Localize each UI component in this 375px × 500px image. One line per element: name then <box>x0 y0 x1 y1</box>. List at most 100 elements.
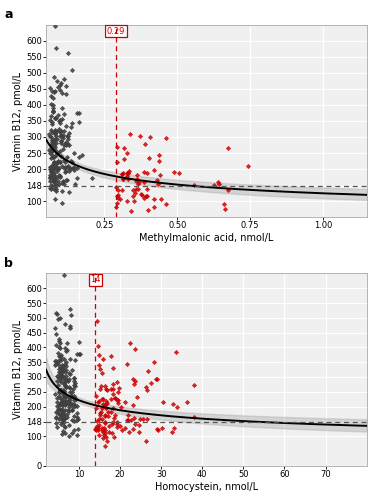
Text: 0.29: 0.29 <box>107 27 125 36</box>
Point <box>100 434 106 442</box>
Point <box>57 158 63 166</box>
Point <box>49 147 55 155</box>
Point <box>135 180 141 188</box>
Point <box>131 414 137 422</box>
Point <box>140 414 146 422</box>
Point <box>184 398 190 406</box>
Point <box>60 90 66 98</box>
Point <box>58 406 64 414</box>
Point <box>60 414 66 422</box>
Point <box>46 146 53 154</box>
Point <box>48 92 54 100</box>
Point <box>66 400 72 408</box>
Point <box>60 131 66 139</box>
Point <box>61 271 67 279</box>
Point <box>58 130 64 138</box>
Point <box>62 397 68 405</box>
Point <box>49 140 55 147</box>
Point <box>57 132 63 140</box>
Point <box>66 167 72 175</box>
Point <box>130 401 136 409</box>
Point <box>69 428 75 436</box>
Point <box>114 144 120 152</box>
Point <box>52 324 58 332</box>
Point <box>48 154 54 162</box>
Point <box>114 396 120 404</box>
Point <box>48 100 54 108</box>
Point <box>151 195 157 203</box>
Point <box>56 388 62 396</box>
Point <box>132 378 138 386</box>
Point <box>54 127 60 135</box>
Point <box>68 124 74 132</box>
Point <box>72 379 78 387</box>
Point <box>60 386 66 394</box>
Point <box>64 346 70 354</box>
Point <box>55 158 61 166</box>
Point <box>64 413 70 421</box>
Point <box>57 386 63 394</box>
Point <box>144 185 150 193</box>
Point <box>136 416 142 424</box>
Point <box>59 361 65 369</box>
Point <box>216 180 222 188</box>
Point <box>50 108 56 116</box>
Point <box>70 394 76 402</box>
Point <box>51 143 57 151</box>
Point <box>144 192 150 200</box>
Point <box>57 352 63 360</box>
Point <box>128 208 134 216</box>
Point <box>50 177 56 185</box>
Point <box>97 365 103 373</box>
Point <box>55 165 61 173</box>
Point <box>157 171 163 179</box>
Point <box>52 126 58 134</box>
Point <box>70 403 76 411</box>
Point <box>58 371 64 379</box>
Point <box>61 400 67 407</box>
Point <box>74 410 80 418</box>
Point <box>54 310 60 318</box>
Point <box>50 94 56 102</box>
Point <box>56 116 62 124</box>
Point <box>62 378 68 386</box>
Point <box>60 400 66 408</box>
Point <box>63 358 69 366</box>
Point <box>60 409 66 417</box>
Point <box>69 366 75 374</box>
Point <box>128 416 134 424</box>
Point <box>191 413 197 421</box>
Point <box>59 418 65 426</box>
Point <box>56 415 62 423</box>
Point <box>58 400 64 407</box>
Point <box>58 139 64 147</box>
Point <box>114 418 120 426</box>
Point <box>56 170 62 178</box>
Point <box>62 380 68 388</box>
Point <box>59 104 65 112</box>
Point <box>141 178 147 186</box>
Point <box>153 376 159 384</box>
Point <box>57 420 63 428</box>
Point <box>63 366 69 374</box>
Point <box>53 160 58 168</box>
Point <box>50 108 56 116</box>
Point <box>48 181 54 189</box>
Point <box>225 144 231 152</box>
Point <box>136 178 142 186</box>
Point <box>59 430 65 438</box>
Point <box>49 144 55 152</box>
Point <box>104 436 110 444</box>
Point <box>120 176 126 184</box>
Point <box>64 153 70 161</box>
Point <box>49 169 55 177</box>
Point <box>72 382 78 390</box>
Point <box>53 408 58 416</box>
Point <box>121 155 127 163</box>
Point <box>52 182 58 190</box>
Point <box>55 407 61 415</box>
Point <box>113 204 119 212</box>
Point <box>132 189 138 197</box>
Point <box>65 132 71 140</box>
Point <box>74 174 80 182</box>
